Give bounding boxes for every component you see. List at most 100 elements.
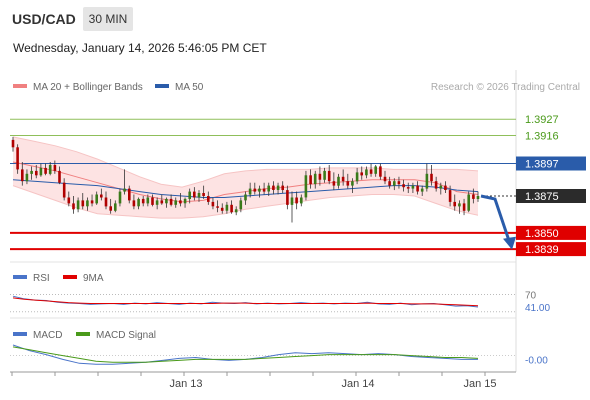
macd-value-label: -0.00	[525, 355, 548, 366]
candle-body	[425, 173, 429, 189]
chart-datetime: Wednesday, January 14, 2026 5:46:05 PM C…	[13, 41, 267, 55]
candle-body	[374, 166, 377, 174]
candle-body	[360, 172, 363, 176]
candle-body	[48, 165, 52, 174]
copyright-label: Research © 2026 Trading Central	[431, 82, 580, 93]
candle-body	[123, 188, 126, 192]
candle-body	[95, 194, 98, 204]
candle-body	[341, 176, 345, 182]
candle-body	[90, 200, 94, 204]
candle-body	[128, 188, 131, 201]
candle-body	[202, 193, 205, 196]
level-label-1.3916: 1.3916	[525, 130, 559, 142]
candle-body	[118, 191, 122, 204]
candle-body	[346, 181, 350, 186]
candle-body	[467, 194, 470, 211]
candle-body	[290, 197, 294, 205]
candle-body	[114, 203, 117, 211]
macd-plot: -0.00	[10, 344, 548, 366]
candle-body	[406, 187, 410, 189]
candle-body	[295, 197, 298, 204]
support-resistance-levels	[10, 118, 516, 251]
candle-body	[234, 209, 238, 213]
candle-body	[458, 203, 461, 207]
candle-body	[351, 181, 354, 186]
rsi-tick-label: 70	[525, 291, 537, 302]
candle-body	[211, 201, 215, 207]
candle-body	[434, 181, 438, 189]
candle-body	[220, 207, 224, 211]
symbol-title: USD/CAD	[12, 11, 76, 27]
candle-body	[72, 203, 75, 210]
candle-body	[286, 190, 289, 205]
candle-body	[313, 173, 317, 185]
candle-body	[58, 170, 61, 183]
candle-body	[365, 169, 368, 176]
candle-body	[216, 206, 219, 208]
candle-body	[174, 200, 177, 205]
level-tag-label-1.3875: 1.3875	[525, 191, 559, 203]
level-label-1.3927: 1.3927	[525, 114, 559, 126]
candle-body	[53, 165, 57, 171]
candle-body	[248, 188, 252, 195]
candle-body	[276, 185, 280, 190]
ma50-legend-label: MA 50	[175, 82, 204, 93]
candle-body	[318, 173, 322, 180]
candle-body	[304, 175, 308, 198]
level-tag-1.3897	[516, 156, 586, 171]
candle-body	[21, 169, 24, 182]
candle-body	[30, 170, 33, 174]
level-tag-1.3875	[516, 189, 586, 203]
candle-body	[476, 196, 480, 199]
candle-body	[462, 203, 466, 211]
macd-legend-label: MACD	[33, 330, 62, 341]
price-candles	[11, 136, 480, 223]
candle-body	[146, 197, 150, 204]
macd-signal-legend-label: MACD Signal	[96, 330, 156, 341]
level-tag-1.3850	[516, 225, 586, 240]
candle-body	[197, 193, 201, 198]
candle-body	[155, 200, 159, 205]
candle-body	[379, 166, 382, 177]
candle-body	[332, 181, 336, 186]
candle-body	[188, 191, 191, 199]
level-tag-1.3839	[516, 242, 586, 257]
macd-signal-line	[12, 346, 479, 363]
candle-body	[193, 191, 196, 198]
candle-body	[420, 188, 424, 192]
level-tag-label-1.3897: 1.3897	[525, 159, 559, 171]
candle-body	[355, 172, 359, 182]
candle-body	[472, 194, 475, 199]
candle-body	[35, 170, 38, 176]
time-tick-label: Jan 15	[463, 378, 496, 390]
candle-body	[411, 185, 415, 189]
candle-body	[397, 181, 401, 185]
candle-body	[244, 194, 247, 201]
candle-body	[25, 173, 29, 182]
candle-body	[207, 196, 210, 202]
time-tick-label: Jan 14	[341, 378, 374, 390]
candle-body	[323, 170, 326, 180]
candle-body	[300, 197, 303, 204]
candle-body	[183, 198, 187, 204]
candle-body	[16, 147, 19, 170]
candle-body	[160, 200, 164, 204]
candle-body	[67, 197, 71, 204]
bollinger-legend-label: MA 20 + Bollinger Bands	[33, 82, 143, 93]
rsi-value-label: 41.00	[525, 303, 550, 314]
candle-body	[267, 185, 270, 192]
candle-body	[141, 198, 145, 204]
macd-legend: MACD MACD Signal	[13, 330, 156, 341]
level-tag-label-1.3850: 1.3850	[525, 228, 559, 240]
rsi-legend-label: RSI	[33, 273, 50, 284]
rsi-ma-line	[12, 297, 479, 307]
candle-body	[179, 200, 182, 204]
candle-body	[76, 200, 80, 210]
candle-body	[453, 201, 456, 207]
candle-body	[430, 173, 433, 182]
timeframe-badge[interactable]: 30 MIN	[83, 7, 133, 31]
candle-body	[86, 200, 89, 207]
candle-body	[402, 184, 405, 188]
time-tick-label: Jan 13	[169, 378, 202, 390]
